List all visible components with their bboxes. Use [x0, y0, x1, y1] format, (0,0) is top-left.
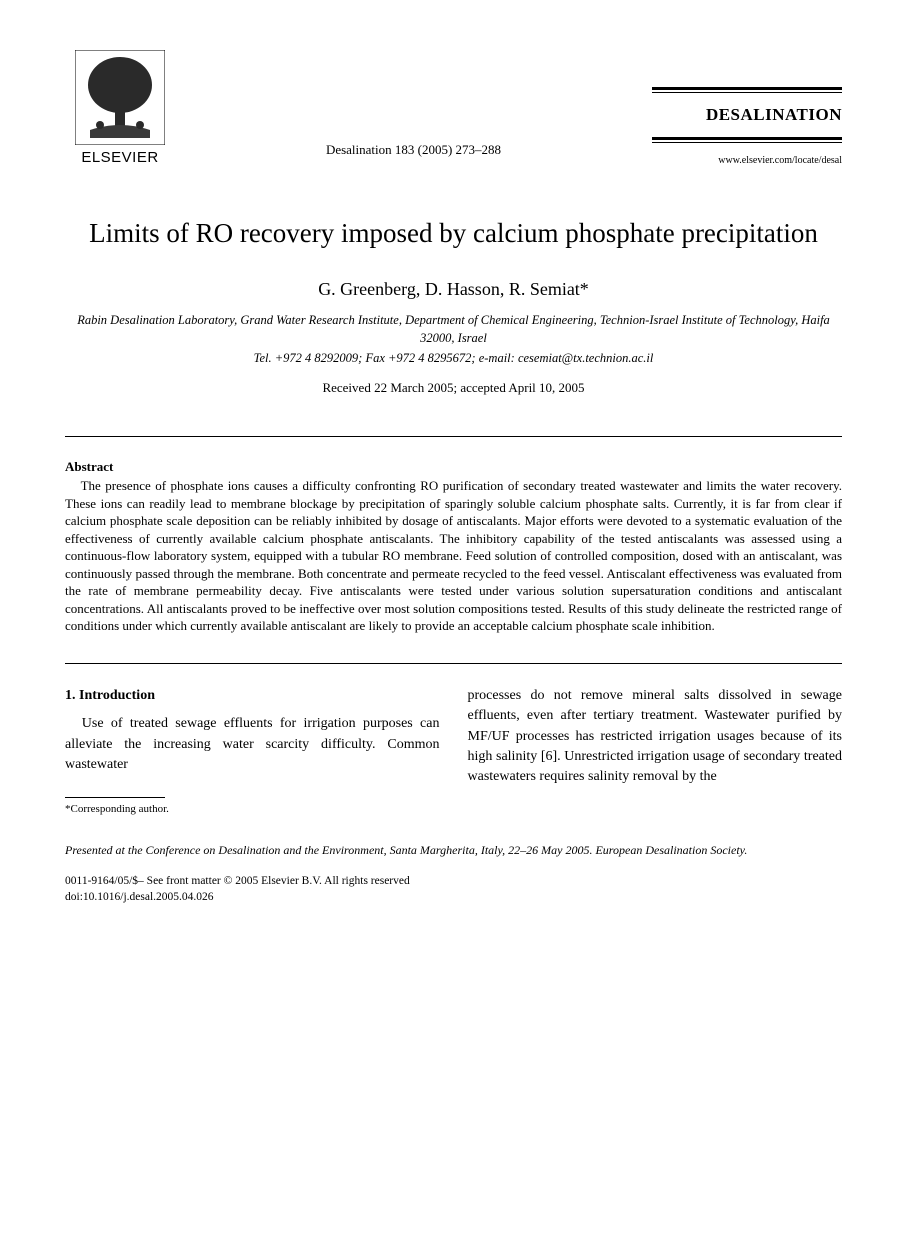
page-header: ELSEVIER Desalination 183 (2005) 273–288…	[65, 50, 842, 166]
right-column: processes do not remove mineral salts di…	[468, 686, 843, 818]
body-paragraph: processes do not remove mineral salts di…	[468, 686, 843, 787]
copyright-line: 0011-9164/05/$– See front matter © 2005 …	[65, 873, 842, 889]
corresponding-author-footnote: *Corresponding author.	[65, 802, 440, 818]
journal-url: www.elsevier.com/locate/desal	[652, 155, 842, 166]
body-paragraph: Use of treated sewage effluents for irri…	[65, 714, 440, 775]
rule	[652, 92, 842, 93]
conference-note: Presented at the Conference on Desalinat…	[65, 842, 842, 859]
rule	[652, 142, 842, 143]
authors: G. Greenberg, D. Hasson, R. Semiat*	[65, 279, 842, 300]
abstract-heading: Abstract	[65, 459, 842, 475]
left-column: 1. Introduction Use of treated sewage ef…	[65, 686, 440, 818]
abstract-text: The presence of phosphate ions causes a …	[65, 477, 842, 635]
citation-line: Desalination 183 (2005) 273–288	[175, 142, 652, 166]
contact-line: Tel. +972 4 8292009; Fax +972 4 8295672;…	[65, 351, 842, 366]
journal-block: DESALINATION www.elsevier.com/locate/des…	[652, 87, 842, 166]
copyright-block: 0011-9164/05/$– See front matter © 2005 …	[65, 873, 842, 905]
footnote-rule	[65, 797, 165, 798]
publisher-name: ELSEVIER	[81, 149, 158, 166]
rule	[652, 137, 842, 140]
article-dates: Received 22 March 2005; accepted April 1…	[65, 380, 842, 396]
publisher-block: ELSEVIER	[65, 50, 175, 166]
elsevier-tree-icon	[75, 50, 165, 145]
affiliation: Rabin Desalination Laboratory, Grand Wat…	[65, 312, 842, 347]
rule	[652, 87, 842, 90]
divider	[65, 663, 842, 664]
paper-title: Limits of RO recovery imposed by calcium…	[65, 216, 842, 251]
section-heading: 1. Introduction	[65, 686, 440, 706]
doi-line: doi:10.1016/j.desal.2005.04.026	[65, 889, 842, 905]
divider	[65, 436, 842, 437]
journal-name: DESALINATION	[652, 105, 842, 125]
body-columns: 1. Introduction Use of treated sewage ef…	[65, 686, 842, 818]
